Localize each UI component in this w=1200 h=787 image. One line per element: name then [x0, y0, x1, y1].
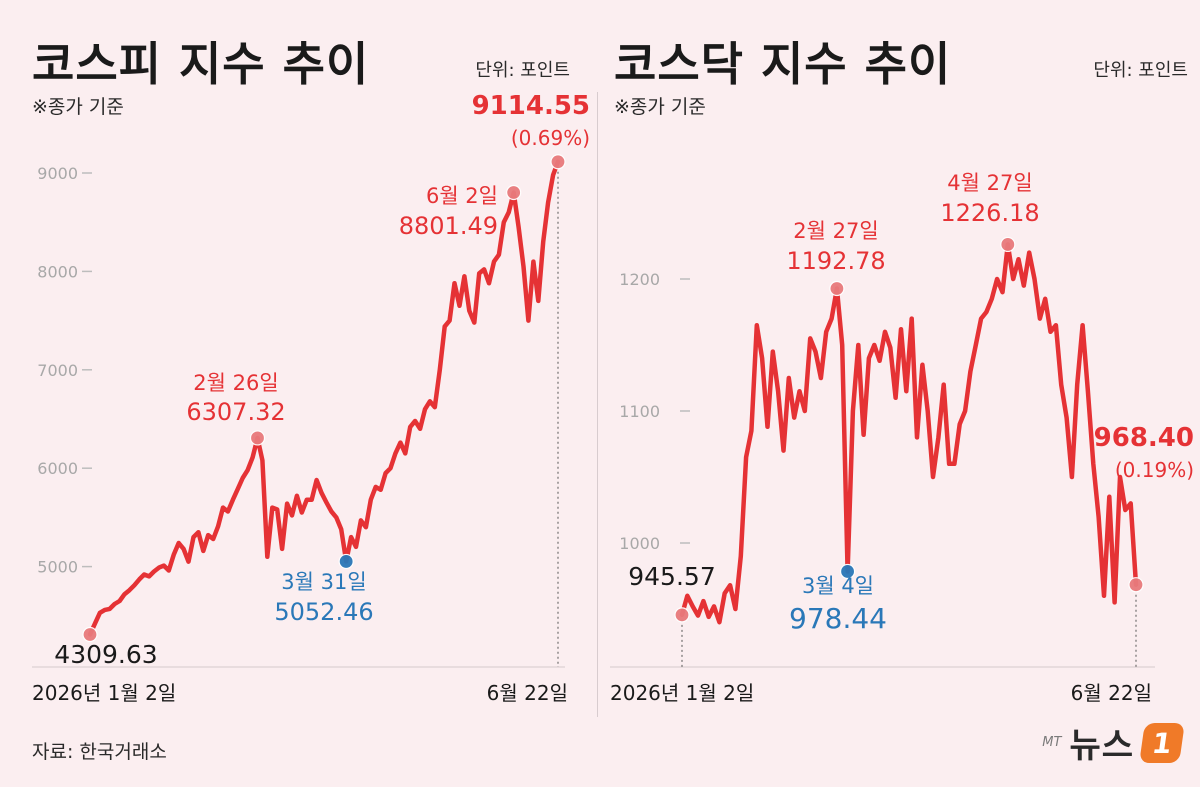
kosdaq-ytick-label: 1000 — [619, 534, 660, 553]
kosdaq-point-high — [829, 280, 845, 297]
kosdaq-start-value-label: 945.57 — [628, 562, 715, 591]
kosdaq-title: 코스닥 지수 추이 — [614, 37, 952, 91]
kosdaq-x-start-label: 2026년 1월 2일 — [610, 681, 754, 705]
kosdaq-ytick-label: 1100 — [619, 402, 660, 421]
kospi-panel: 코스피 지수 추이 단위: 포인트 ※종가 기준 5000 6000 7000 800… — [0, 0, 600, 720]
kosdaq-point-date-label: 4월 27일 — [947, 171, 1032, 195]
kosdaq-point-value-label: 1192.78 — [786, 247, 885, 275]
kospi-x-start-label: 2026년 1월 2일 — [32, 681, 176, 705]
kosdaq-point-high — [1000, 236, 1016, 253]
kosdaq-ytick-label: 1200 — [619, 270, 660, 289]
news1-logo: MT 뉴스 1 — [1042, 718, 1185, 767]
kospi-end-change-label: (0.69%) — [511, 126, 590, 150]
kosdaq-note: ※종가 기준 — [614, 96, 706, 118]
kospi-ytick-label: 9000 — [37, 164, 78, 183]
kospi-point-low — [338, 553, 354, 570]
kosdaq-point-value-label: 1226.18 — [940, 199, 1039, 227]
kosdaq-point-end — [1128, 577, 1144, 593]
kospi-point-value-label: 5052.46 — [274, 598, 373, 626]
panel-divider — [597, 92, 598, 717]
logo-name: 뉴스 — [1069, 726, 1134, 766]
kospi-end-value-label: 9114.55 — [472, 91, 590, 121]
kosdaq-point-low — [839, 563, 856, 580]
kosdaq-point-date-label: 3월 4일 — [802, 574, 874, 598]
kosdaq-end-value-label: 968.40 — [1094, 423, 1194, 453]
kospi-title: 코스피 지수 추이 — [32, 37, 370, 91]
source-note: 자료: 한국거래소 — [32, 741, 167, 763]
kospi-start-value-label: 4309.63 — [54, 640, 157, 669]
kosdaq-point-value-label: 978.44 — [789, 602, 887, 635]
kosdaq-point-date-label: 2월 27일 — [793, 219, 878, 243]
logo-prefix: MT — [1042, 735, 1062, 750]
kospi-point-date-label: 6월 2일 — [426, 184, 498, 208]
kosdaq-chart: 1000 1100 1200 2026년 1월 2일 6월 22일 945.57 2월 27… — [610, 171, 1194, 705]
kosdaq-x-end-label: 6월 22일 — [1071, 681, 1152, 705]
kosdaq-end-change-label: (0.19%) — [1115, 458, 1194, 482]
kospi-ytick-label: 7000 — [37, 361, 78, 380]
kosdaq-point-start — [674, 607, 690, 623]
kosdaq-series-line — [679, 242, 1139, 625]
kospi-point-value-label: 8801.49 — [399, 212, 498, 240]
kospi-point-end — [550, 154, 566, 170]
kospi-ytick-label: 6000 — [37, 459, 78, 478]
kospi-point-date-label: 3월 31일 — [281, 570, 366, 594]
kospi-x-end-label: 6월 22일 — [487, 681, 568, 705]
kospi-unit-label: 단위: 포인트 — [475, 60, 570, 81]
kospi-chart: 5000 6000 7000 8000 9000 2026년 1월 2일 6월 22일 430… — [32, 91, 590, 705]
logo-badge-icon: 1 — [1139, 722, 1185, 763]
kospi-point-high — [249, 430, 266, 446]
kospi-ytick-label: 5000 — [37, 558, 78, 577]
kospi-ytick-label: 8000 — [37, 262, 78, 281]
kospi-point-date-label: 2월 26일 — [193, 371, 278, 395]
kospi-point-start — [82, 626, 98, 643]
kospi-point-value-label: 6307.32 — [186, 398, 285, 426]
kosdaq-unit-label: 단위: 포인트 — [1093, 60, 1188, 81]
kospi-series-line — [87, 159, 561, 637]
kospi-note: ※종가 기준 — [32, 96, 124, 118]
kospi-point-high — [506, 184, 522, 201]
kosdaq-panel: 코스닥 지수 추이 단위: 포인트 ※종가 기준 1000 1100 1200 202… — [600, 0, 1200, 720]
